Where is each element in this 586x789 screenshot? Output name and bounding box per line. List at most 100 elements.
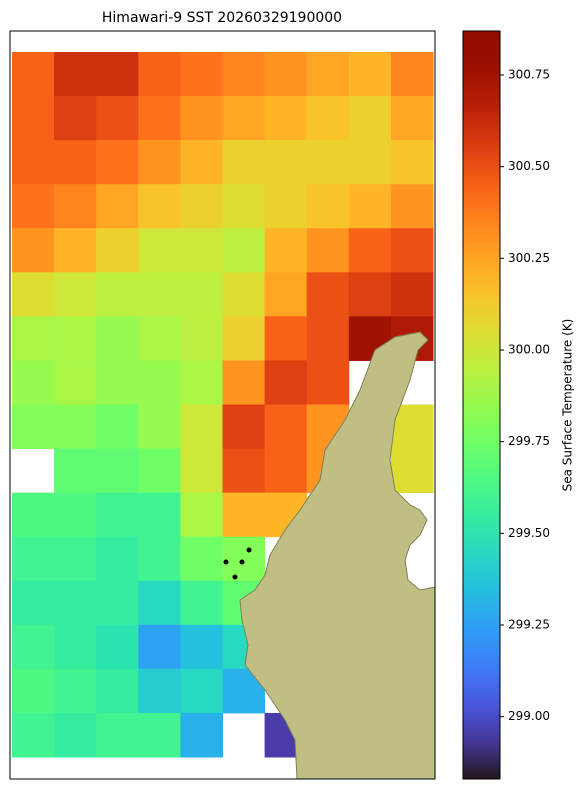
sst-cell	[12, 712, 55, 758]
sst-cell	[180, 580, 223, 626]
sst-cell	[138, 536, 181, 582]
sst-cell	[348, 140, 392, 185]
sst-cell	[264, 184, 308, 229]
sst-cell	[138, 228, 181, 273]
sst-cell	[54, 536, 97, 582]
sst-cell	[180, 536, 223, 582]
map-title: Himawari-9 SST 20260329190000	[102, 10, 342, 26]
sst-cell	[96, 96, 139, 141]
sst-cell	[264, 52, 308, 97]
sst-cell	[54, 580, 97, 626]
station-markers	[223, 547, 252, 580]
sst-cell	[264, 96, 308, 141]
sst-cell	[12, 52, 55, 97]
sst-cell	[222, 184, 266, 229]
sst-cell	[138, 316, 181, 361]
sst-cell	[180, 624, 223, 670]
sst-cell	[96, 184, 139, 229]
sst-cell	[96, 228, 139, 273]
sst-cell	[54, 360, 97, 405]
sst-cell	[390, 184, 434, 229]
sst-cell	[306, 52, 350, 97]
sst-cell	[264, 448, 308, 494]
sst-cell	[348, 272, 392, 317]
sst-cell	[138, 492, 181, 538]
sst-cell	[180, 448, 223, 494]
sst-cell	[54, 140, 97, 185]
sst-cell	[12, 580, 55, 626]
sst-cell	[96, 492, 139, 538]
sst-cell	[12, 624, 55, 670]
sst-cell	[180, 712, 223, 758]
sst-cell	[348, 96, 392, 141]
sst-cell	[54, 712, 97, 758]
sst-cell	[264, 272, 308, 317]
sst-cell	[138, 272, 181, 317]
sst-cell	[306, 184, 350, 229]
sst-cell	[12, 536, 55, 582]
sst-cell	[306, 272, 350, 317]
sst-cell	[180, 272, 223, 317]
sst-cell	[390, 448, 434, 494]
sst-cell	[138, 668, 181, 714]
colorbar-tick-label: 299.00	[508, 709, 550, 723]
sst-cell	[306, 228, 350, 273]
sst-cell	[12, 272, 55, 317]
sst-cell	[180, 668, 223, 714]
sst-cell	[390, 228, 434, 273]
sst-cell	[138, 404, 181, 450]
sst-cell	[96, 272, 139, 317]
sst-cell	[180, 316, 223, 361]
sst-cell	[12, 184, 55, 229]
sst-cell	[264, 228, 308, 273]
sst-cell	[138, 184, 181, 229]
sst-cell	[222, 448, 266, 494]
sst-cell	[12, 492, 55, 538]
sst-cell	[96, 580, 139, 626]
sst-cell	[348, 184, 392, 229]
sst-cell	[306, 316, 350, 361]
sst-cell	[222, 316, 266, 361]
sst-cell	[306, 96, 350, 141]
sst-cell	[222, 140, 266, 185]
sst-cell	[222, 228, 266, 273]
sst-cell	[180, 492, 223, 538]
sst-cell	[264, 316, 308, 361]
sst-cell	[222, 360, 266, 405]
sst-cell	[54, 96, 97, 141]
sst-cell	[180, 96, 223, 141]
sst-cell	[180, 360, 223, 405]
map-frame	[9, 30, 436, 780]
sst-cell	[390, 96, 434, 141]
sst-cell	[54, 184, 97, 229]
colorbar-tick-label: 299.75	[508, 434, 550, 448]
sst-cell	[138, 96, 181, 141]
station	[232, 574, 238, 580]
sst-cell	[264, 140, 308, 185]
sst-cell	[390, 140, 434, 185]
sst-cell	[54, 492, 97, 538]
sst-cell	[96, 140, 139, 185]
sst-cell	[96, 624, 139, 670]
sst-cell	[12, 316, 55, 361]
sst-cell	[264, 360, 308, 405]
sst-cell	[54, 228, 97, 273]
sst-cell	[138, 448, 181, 494]
sst-cell	[306, 360, 350, 405]
sst-cell	[54, 404, 97, 450]
sst-cell	[138, 52, 181, 97]
colorbar-label: Sea Surface Temperature (K)	[561, 319, 575, 492]
sst-cell	[96, 668, 139, 714]
sst-field	[12, 52, 434, 758]
sst-cell	[222, 492, 266, 538]
sst-cell	[180, 52, 223, 97]
sst-cell	[96, 360, 139, 405]
sst-cell	[390, 272, 434, 317]
sst-cell	[12, 228, 55, 273]
sst-cell	[96, 316, 139, 361]
colorbar-tick-label: 300.25	[508, 251, 550, 265]
sst-cell	[54, 272, 97, 317]
sst-cell	[222, 404, 266, 450]
sst-cell	[138, 712, 181, 758]
